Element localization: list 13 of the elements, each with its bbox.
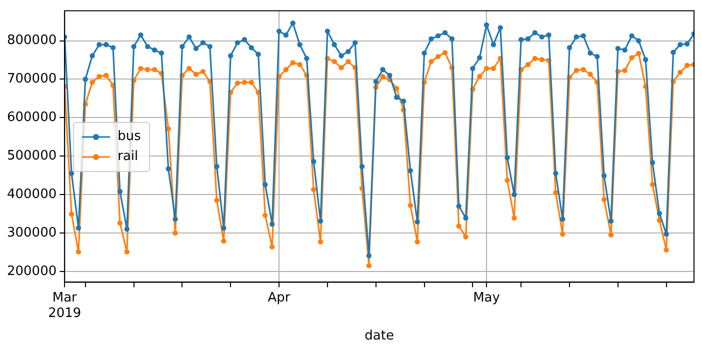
legend-label: rail: [118, 149, 138, 164]
y-tick-label: 700000: [6, 72, 57, 87]
y-tick-label: 500000: [6, 148, 57, 164]
y-tick-label: 200000: [6, 264, 57, 279]
x-axis-title: date: [364, 328, 394, 344]
y-tick-label: 800000: [6, 33, 57, 48]
x-tick-label: Mar 2019: [48, 290, 82, 321]
x-tick-label: Apr: [268, 290, 291, 306]
y-tick-label: 400000: [6, 186, 57, 202]
legend-label: bus: [118, 129, 141, 144]
x-tick-label: May: [473, 290, 500, 306]
y-tick-label: 600000: [6, 110, 57, 126]
y-tick-label: 300000: [6, 225, 57, 240]
